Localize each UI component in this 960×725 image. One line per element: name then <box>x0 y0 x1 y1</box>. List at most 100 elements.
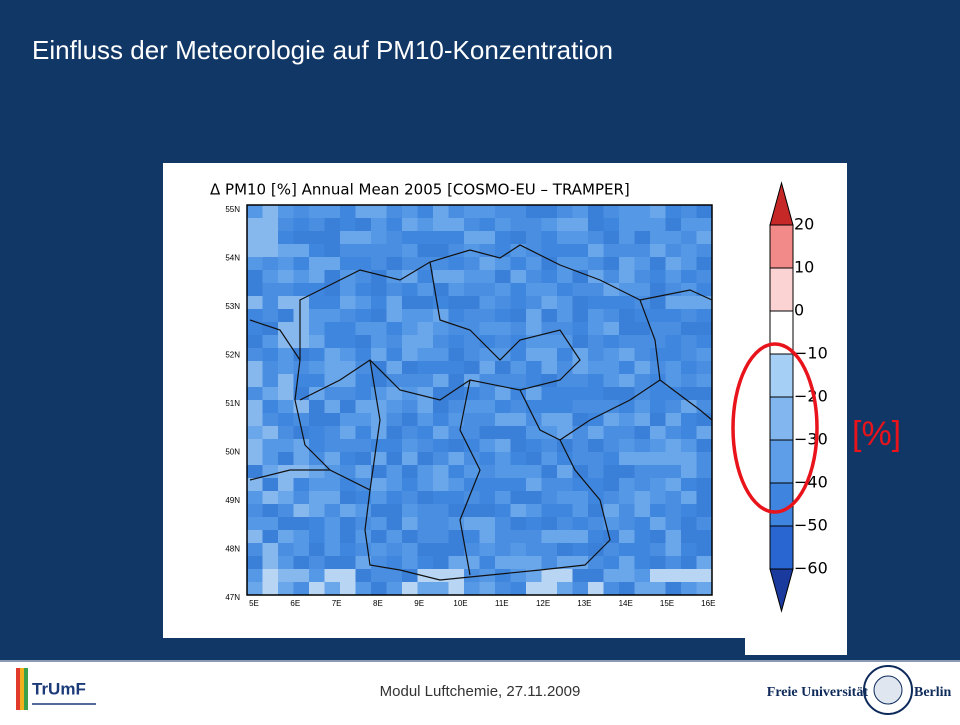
map-cell <box>634 374 651 388</box>
colorbar-label: −40 <box>794 473 828 492</box>
map-cell <box>541 257 558 271</box>
map-cell <box>665 439 682 453</box>
map-cell <box>572 452 589 466</box>
map-cell <box>572 517 589 531</box>
map-cell <box>479 517 496 531</box>
map-cell <box>572 348 589 362</box>
map-cell <box>510 504 527 518</box>
map-cell <box>619 361 635 375</box>
map-cell <box>340 439 356 453</box>
map-cell <box>247 426 263 440</box>
map-cell <box>526 465 542 479</box>
map-cell <box>371 413 387 427</box>
map-cell <box>650 569 666 583</box>
map-cell <box>634 439 651 453</box>
map-cell <box>262 205 279 219</box>
map-cell <box>665 556 682 570</box>
map-cell <box>495 582 511 596</box>
map-cell <box>557 231 573 245</box>
map-cell <box>681 218 697 232</box>
map-cell <box>355 517 372 531</box>
map-cell <box>309 465 325 479</box>
map-cell <box>340 335 356 349</box>
map-cell <box>650 413 666 427</box>
map-cell <box>696 452 713 466</box>
map-cell <box>603 530 620 544</box>
map-cell <box>355 231 372 245</box>
map-cell <box>247 504 263 518</box>
map-cell <box>324 231 341 245</box>
map-cell <box>619 283 635 297</box>
map-cell <box>340 309 356 323</box>
map-cell <box>650 257 666 271</box>
map-cell <box>665 426 682 440</box>
map-cell <box>510 556 527 570</box>
map-cell <box>417 452 434 466</box>
map-cell <box>510 270 527 284</box>
map-cell <box>572 270 589 284</box>
logo-bar <box>20 668 24 710</box>
map-cell <box>588 335 604 349</box>
map-cell <box>293 296 310 310</box>
map-cell <box>541 439 558 453</box>
map-cell <box>526 205 542 219</box>
map-cell <box>572 400 589 414</box>
map-cell <box>386 270 403 284</box>
map-cell <box>433 543 449 557</box>
map-frame <box>246 204 713 596</box>
map-cell <box>355 465 372 479</box>
map-cell <box>278 543 294 557</box>
map-cell <box>572 413 589 427</box>
map-cell <box>557 296 573 310</box>
map-cell <box>309 530 325 544</box>
map-cell <box>262 257 279 271</box>
map-cell <box>495 439 511 453</box>
map-cell <box>324 374 341 388</box>
map-cell <box>495 504 511 518</box>
map-cell <box>510 426 527 440</box>
map-cell <box>696 517 713 531</box>
map-cell <box>588 517 604 531</box>
map-cell <box>650 556 666 570</box>
map-cell <box>448 231 465 245</box>
map-cell <box>634 465 651 479</box>
map-cell <box>603 582 620 596</box>
map-cell <box>324 439 341 453</box>
map-cell <box>371 543 387 557</box>
map-cell <box>324 452 341 466</box>
lon-label: 5E <box>249 599 259 608</box>
map-cell <box>572 257 589 271</box>
map-cell <box>650 543 666 557</box>
map-cell <box>262 348 279 362</box>
map-cell <box>293 491 310 505</box>
map-cell <box>309 296 325 310</box>
map-cell <box>448 543 465 557</box>
map-cell <box>386 413 403 427</box>
map-cell <box>340 257 356 271</box>
map-cell <box>634 231 651 245</box>
map-cell <box>619 257 635 271</box>
map-cell <box>603 348 620 362</box>
map-cell <box>417 244 434 258</box>
map-cell <box>557 257 573 271</box>
map-cell <box>433 387 449 401</box>
map-cell <box>278 452 294 466</box>
map-cell <box>262 335 279 349</box>
map-cell <box>262 413 279 427</box>
map-cell <box>619 517 635 531</box>
map-cell <box>634 387 651 401</box>
map-cell <box>278 361 294 375</box>
map-cell <box>541 582 558 596</box>
map-cell <box>541 270 558 284</box>
map-cell <box>603 257 620 271</box>
map-cell <box>696 270 713 284</box>
map-cell <box>464 335 480 349</box>
map-cell <box>309 361 325 375</box>
lat-label: 50N <box>225 448 240 457</box>
map-cell <box>324 504 341 518</box>
map-cell <box>262 491 279 505</box>
map-cell <box>293 413 310 427</box>
map-cell <box>572 387 589 401</box>
map-cell <box>541 231 558 245</box>
map-cell <box>293 231 310 245</box>
